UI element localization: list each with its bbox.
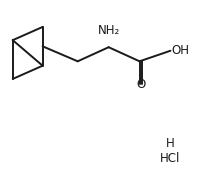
Text: H: H (166, 137, 175, 150)
Text: NH₂: NH₂ (98, 24, 120, 37)
Text: OH: OH (172, 44, 190, 57)
Text: HCl: HCl (160, 152, 181, 165)
Text: O: O (136, 78, 145, 91)
